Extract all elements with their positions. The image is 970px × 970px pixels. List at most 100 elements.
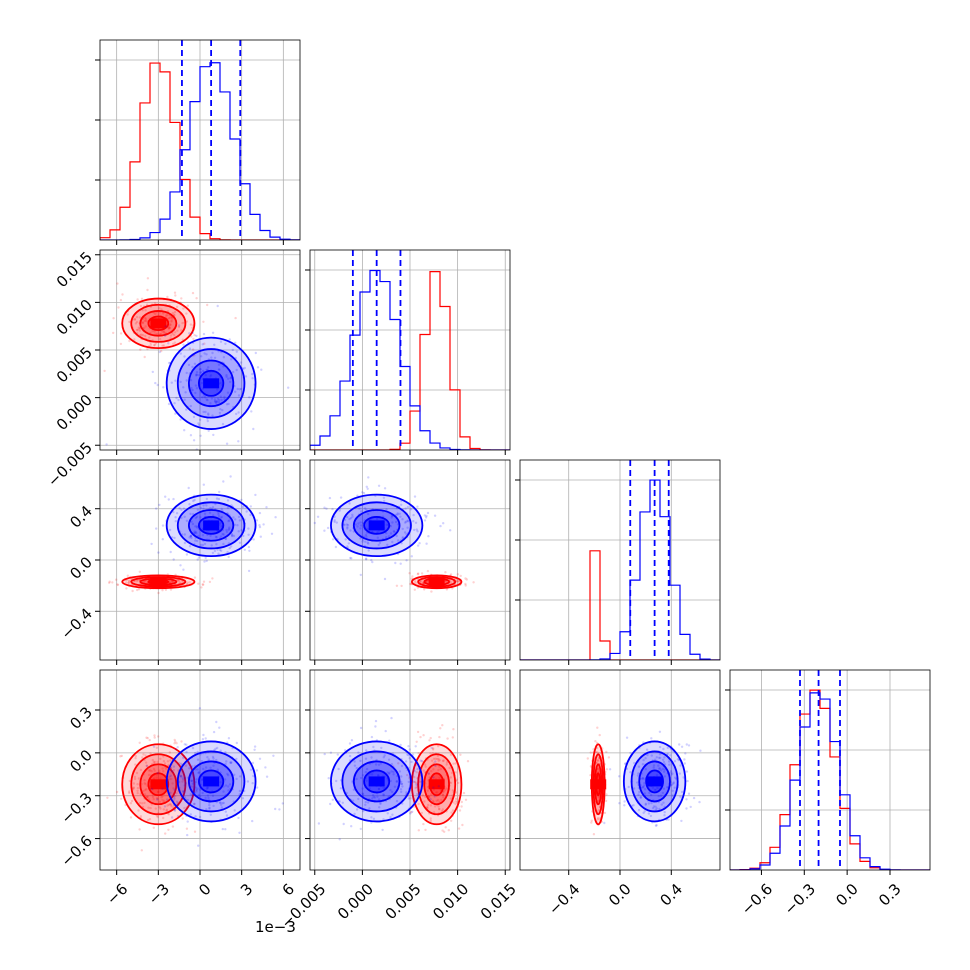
density-peak: [150, 576, 167, 587]
contour-line: [363, 516, 391, 535]
contour-line: [147, 772, 170, 797]
contour-line: [595, 772, 601, 797]
x-tick-label: 3: [237, 880, 256, 899]
contour-line: [147, 579, 170, 585]
density-peak: [428, 779, 445, 790]
histogram-series-1: [730, 692, 930, 870]
density-peak: [203, 520, 220, 531]
contour-line: [187, 359, 235, 408]
contour-line: [197, 769, 225, 794]
y-tick-label: −0.005: [44, 439, 96, 491]
contour-line: [622, 740, 687, 823]
contour-line: [352, 760, 401, 803]
contour-line: [139, 577, 178, 586]
density-peak: [368, 776, 385, 787]
x-tick-label: 0.0: [832, 880, 862, 910]
contour-line: [594, 763, 603, 806]
density-peak: [368, 520, 385, 531]
x-tick-label: −0.6: [738, 880, 776, 918]
y-tick-label: 0.015: [53, 248, 96, 291]
contour-line: [165, 740, 257, 823]
x-tick-label: 0.005: [382, 880, 425, 923]
panel-2-0: −0.4 0.0 0.4: [58, 459, 301, 665]
panel-3-1: −0.005 0.000 0.005 0.010 0.015: [278, 669, 520, 932]
y-tick-label: 0.0: [66, 746, 96, 776]
contour-line: [165, 336, 257, 430]
contour-line: [645, 769, 664, 794]
y-tick-label: −0.6: [58, 832, 96, 870]
contour-line: [197, 516, 225, 535]
contour-line: [330, 493, 424, 558]
x-tick-label: 0.4: [656, 880, 686, 910]
x-tick-label: −0.3: [781, 880, 819, 918]
contour-line: [417, 753, 457, 816]
contour-line: [630, 750, 679, 813]
contour-line: [411, 743, 463, 826]
y-tick-label: −0.4: [58, 605, 96, 643]
panel-2-2: [515, 459, 721, 665]
contour-line: [121, 574, 196, 590]
contour-line: [121, 743, 196, 826]
contour-line: [165, 493, 257, 558]
contour-line: [428, 579, 445, 585]
density-peak: [203, 378, 220, 389]
histogram-series-1: [520, 479, 720, 660]
x-tick-label: 0.0: [605, 880, 635, 910]
panel-0-0: [95, 39, 301, 245]
x-tick-label: −0.4: [545, 880, 583, 918]
x-tick-label: 0.3: [875, 880, 905, 910]
contour-line: [428, 772, 445, 797]
y-tick-label: 0.010: [53, 296, 96, 339]
x-tick-label: −3: [145, 880, 173, 908]
contour-line: [417, 576, 457, 588]
contour-line: [139, 310, 178, 337]
contour-line: [176, 750, 246, 813]
contour-line: [197, 369, 225, 397]
contour-line: [423, 577, 450, 586]
contour-line: [139, 763, 178, 806]
x-offset-label: 1e−3: [255, 918, 296, 936]
density-peak: [150, 318, 167, 329]
density-peak: [203, 776, 220, 787]
contour-line: [423, 763, 450, 806]
contour-line: [130, 753, 187, 816]
y-tick-label: 0.000: [53, 391, 96, 434]
y-tick-label: 0.0: [66, 553, 96, 583]
x-tick-label: 6: [279, 880, 298, 899]
contour-line: [147, 315, 170, 332]
contour-line: [187, 760, 235, 803]
y-tick-label: 0.005: [53, 343, 96, 386]
contour-line: [590, 743, 606, 826]
x-tick-label: −6: [103, 880, 131, 908]
panel-3-0: −6 −3 0 3 6 −0.6 −0.3 0.0 0.3: [58, 669, 301, 908]
panel-2-1: [305, 459, 511, 665]
contour-line: [363, 769, 391, 794]
contour-line: [592, 753, 604, 816]
contour-line: [330, 740, 424, 823]
contour-line: [638, 760, 671, 803]
y-tick-label: −0.3: [58, 789, 96, 827]
x-tick-label: 0: [195, 880, 214, 899]
contour-line: [341, 501, 412, 550]
panel-3-2: −0.4 0.0 0.4: [515, 669, 721, 919]
panel-3-3: −0.6 −0.3 0.0 0.3: [725, 669, 931, 919]
contour-line: [341, 750, 412, 813]
density-peak: [150, 779, 167, 790]
contour-line: [130, 303, 187, 343]
histogram-series-1: [100, 62, 300, 240]
contour-line: [176, 348, 246, 419]
density-peak: [646, 776, 663, 787]
histogram-series-0: [310, 271, 510, 450]
contour-line: [187, 509, 235, 542]
contour-line: [176, 501, 246, 550]
contour-line: [352, 509, 401, 542]
panel-frame: [729, 669, 931, 871]
contour-line: [130, 576, 187, 588]
density-peak: [428, 576, 445, 587]
histogram-series-0: [520, 550, 720, 660]
x-tick-label: 0.015: [477, 880, 520, 923]
y-tick-label: 0.3: [66, 703, 96, 733]
contour-line: [411, 574, 463, 590]
